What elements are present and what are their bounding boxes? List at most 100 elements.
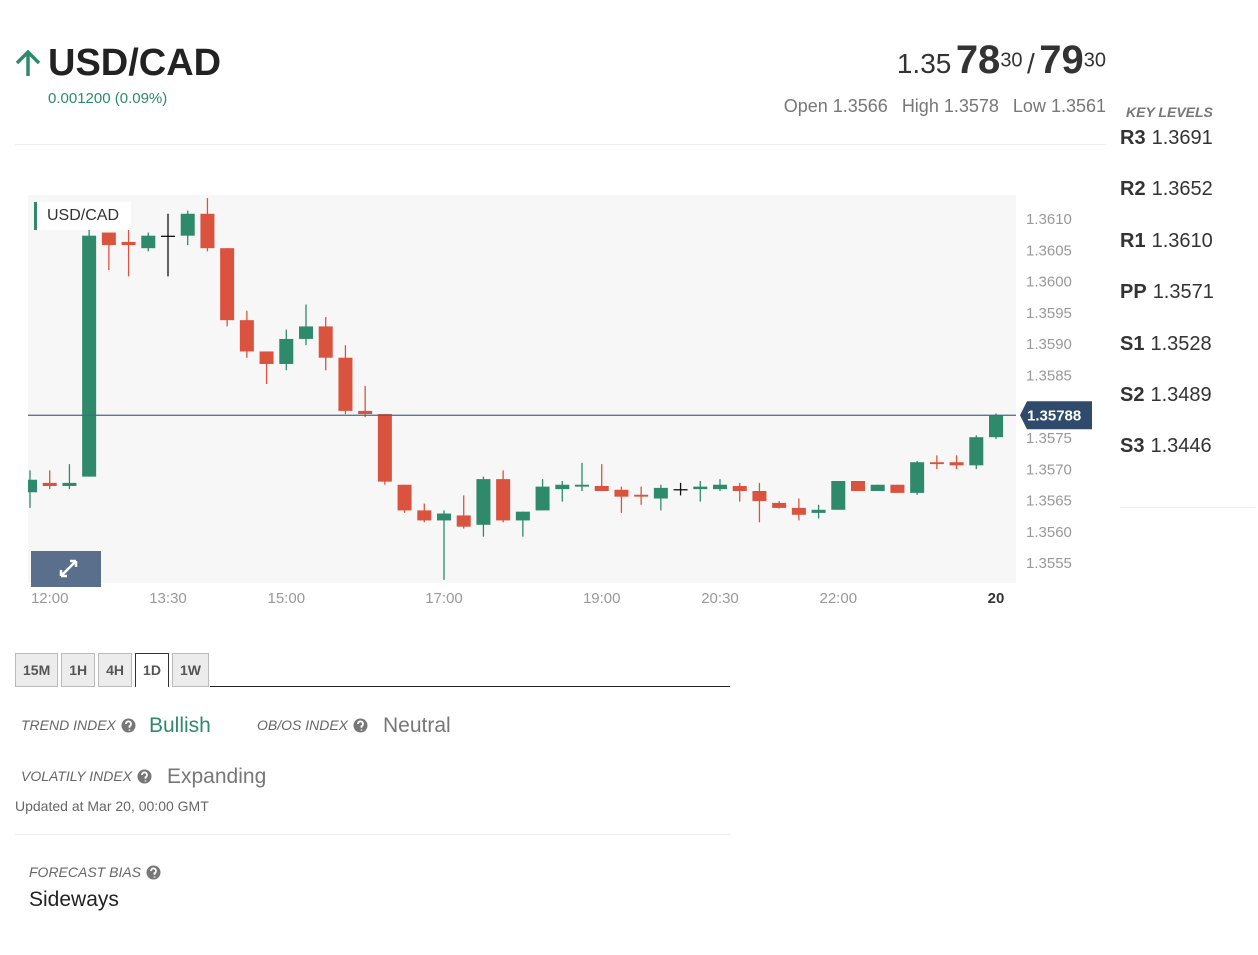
forecast-value: Sideways [29,888,119,911]
key-level: R1 1.3610 [1120,230,1213,253]
updated: Updated at Mar 20, 00:00 GMT [15,798,209,814]
candle-body [161,235,175,237]
tabs: 15M 1H 4H 1D 1W [15,653,212,687]
tab[interactable]: 4H [98,653,133,687]
candle-body [42,482,57,486]
x-tick-label: 12:00 [31,590,69,607]
plot-area [28,195,1016,583]
stat: Low 1.3561 [1013,96,1106,116]
key-level-name: S1 [1120,332,1145,355]
candle-body [101,232,116,246]
divider [15,834,730,835]
candle-body [515,511,530,521]
candle-body [318,326,333,358]
index-label-row: TREND INDEX [21,717,136,735]
bid-big: 1.35 [896,48,952,79]
key-level: S3 1.3446 [1120,435,1212,458]
stat-value: 1.3578 [943,96,999,116]
candle-body [180,213,195,236]
candle-body [811,509,826,513]
key-level-name: S2 [1120,384,1145,406]
key-level: R2 1.3652 [1120,178,1213,201]
help-icon[interactable] [137,769,152,784]
stat: Open 1.3566 [784,96,888,116]
candle-body [594,486,609,492]
candle-body [653,487,668,499]
candle-body [338,357,353,411]
y-tick-label: 1.3575 [1026,430,1072,447]
candle-body [713,484,727,490]
legend-label: USD/CAD [47,207,119,224]
candle-body [732,486,747,492]
forecast-label: FORECAST BIAS [29,864,142,880]
candle-body [791,507,806,515]
index-value: Bullish [149,714,211,737]
y-tick-label: 1.3560 [1026,524,1072,541]
stat-label: High [901,96,939,116]
candle-body [200,213,215,249]
help-icon[interactable] [121,718,136,733]
candle-body [890,484,905,493]
expand-button[interactable] [31,551,101,587]
index-label: TREND INDEX [21,717,116,733]
y-tick-label: 1.3600 [1026,274,1072,291]
candle-body [358,410,373,415]
legend-box [34,202,131,230]
quote: 1.35 7830 / 7930 [897,38,1106,83]
index-label: VOLATILY INDEX [21,768,133,784]
tab[interactable]: 1H [61,653,96,687]
key-level-value: 1.3691 [1151,127,1213,149]
candle-body [989,415,1003,438]
index-label-row: VOLATILY INDEX [21,768,152,786]
index-value: Neutral [383,714,451,737]
candle-body [752,491,767,502]
stat-label: Low [1012,96,1046,116]
expand-icon [59,559,78,578]
candle-body [673,489,688,491]
y-tick-label: 1.3585 [1026,367,1072,384]
key-level-name: R1 [1120,229,1146,252]
help-icon[interactable] [353,718,368,733]
candle-body [279,338,294,364]
key-level-name: S3 [1120,435,1145,458]
price-label: 1.35788 [1027,407,1081,424]
bid-fraction: 30 [1000,49,1023,72]
key-level-value: 1.3489 [1150,384,1212,406]
key-level-value: 1.3571 [1152,281,1214,304]
divider [15,144,1106,145]
y-tick-label: 1.3590 [1026,336,1072,353]
tab[interactable]: 1W [171,653,209,687]
candle-body [397,484,412,511]
y-tick-label: 1.3570 [1026,461,1072,478]
legend-swatch [34,202,37,230]
key-level: PP 1.3571 [1120,281,1214,304]
key-level: R3 1.3691 [1120,127,1213,150]
candle-body [772,502,787,508]
candle-body [555,484,570,490]
candle-body [239,320,254,352]
stat-label: Open [783,96,828,116]
chart: USD/CAD 1.3610 1.3605 1.3600 1.3595 1.3590 1.… [28,195,1092,607]
index-label-row: OB/OS INDEX [257,717,368,735]
candle-body [575,484,589,487]
candle-body [377,414,392,482]
y-tick-label: 1.3565 [1026,493,1072,510]
index-value: Expanding [167,765,267,788]
key-level: S2 1.3489 [1120,384,1212,407]
x-tick-label: 22:00 [820,590,858,607]
price-tag [1020,401,1092,430]
candle-body [910,462,925,493]
tab[interactable]: 1D [135,653,169,687]
forecast-label-row: FORECAST BIAS [29,864,161,882]
key-level-value: 1.3446 [1150,435,1212,458]
stat: High 1.3578 [902,96,999,116]
candle-body [969,437,984,466]
x-tick-label: 19:00 [583,590,621,607]
tab[interactable]: 15M [15,653,59,687]
help-icon[interactable] [146,865,161,880]
candle-body [535,486,550,511]
index-label: OB/OS INDEX [257,717,349,733]
candle-body [634,494,649,497]
candle-body [437,513,451,521]
candle-body [476,479,491,525]
